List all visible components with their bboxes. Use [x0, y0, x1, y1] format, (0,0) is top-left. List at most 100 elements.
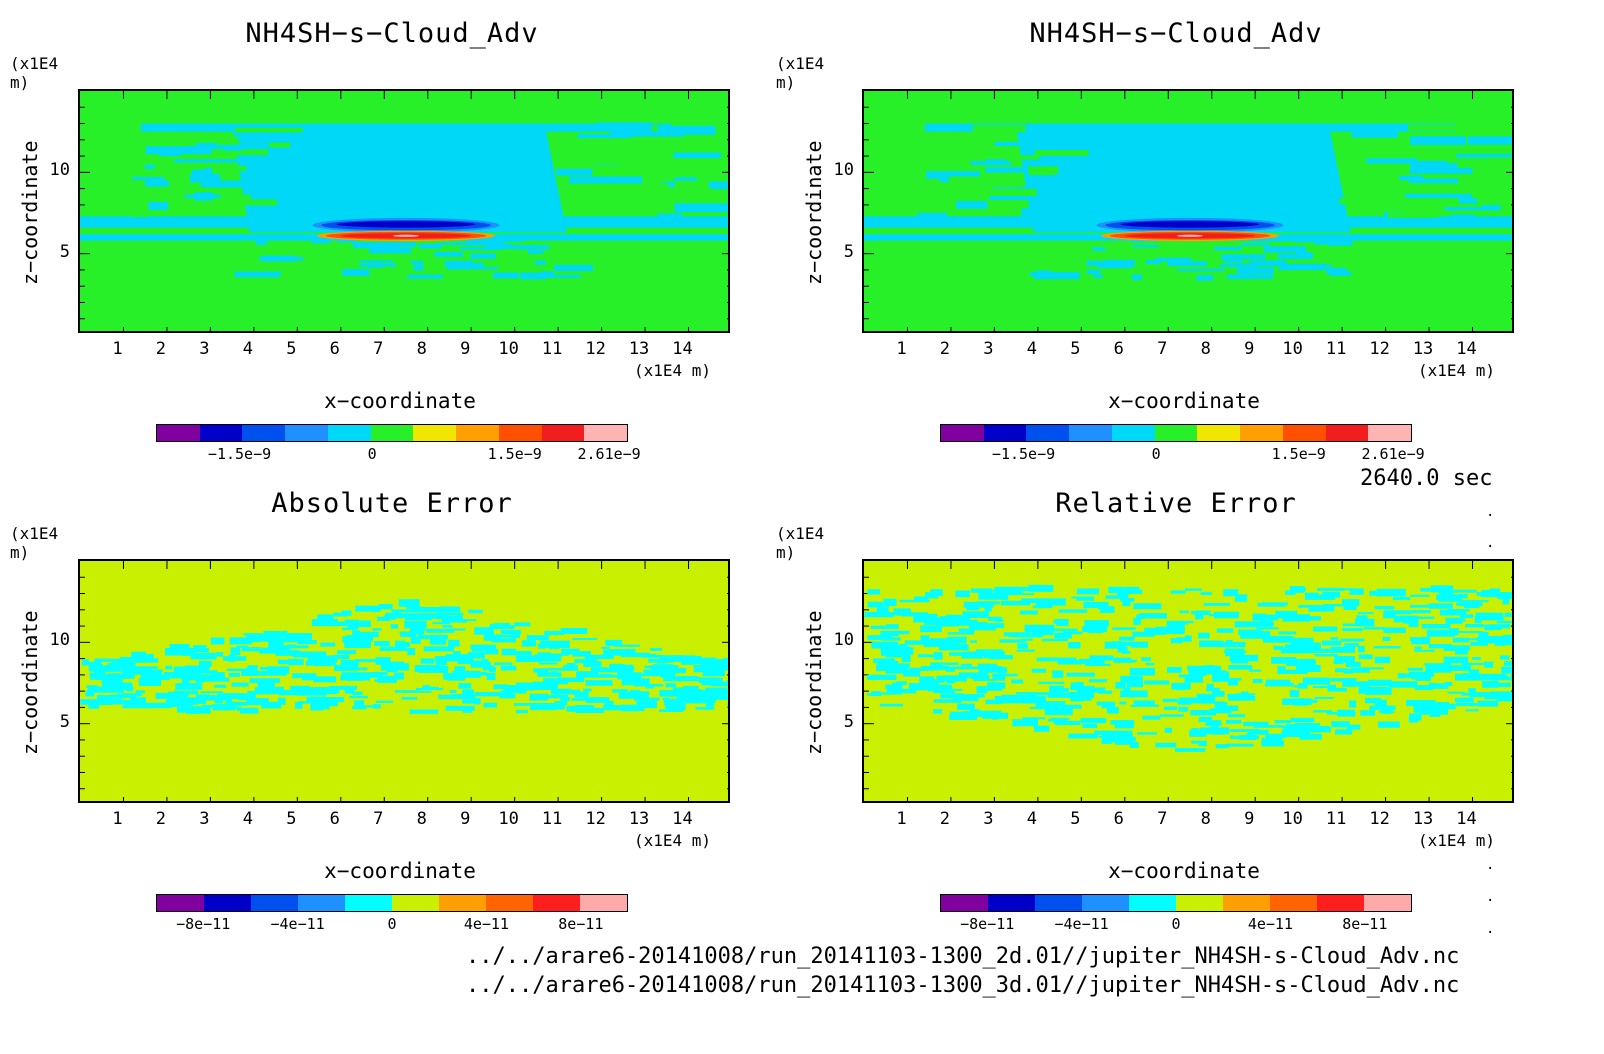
error-speckle — [1141, 657, 1151, 662]
error-speckle — [268, 641, 284, 647]
error-speckle — [1314, 654, 1338, 657]
error-speckle — [1142, 715, 1161, 720]
error-speckle — [155, 692, 172, 700]
error-speckle — [1119, 586, 1140, 593]
error-speckle — [117, 662, 125, 670]
error-speckle — [1196, 693, 1214, 700]
error-speckle — [976, 686, 988, 694]
cloud-speckle — [534, 260, 547, 265]
y-unit-label: (x1E4 m) — [10, 54, 59, 92]
cloud-streak — [673, 152, 721, 159]
error-speckle — [1108, 586, 1123, 593]
cloud-streak — [1410, 160, 1458, 170]
x-tick-label: 12 — [1369, 809, 1390, 829]
error-speckle — [939, 616, 970, 620]
error-speckle — [602, 705, 621, 711]
error-speckle — [1454, 697, 1463, 703]
error-speckle — [1223, 650, 1247, 653]
error-speckle — [1501, 666, 1512, 674]
x-tick-label: 14 — [1456, 339, 1477, 359]
error-speckle — [1216, 628, 1234, 633]
x-tick-label: 9 — [1244, 339, 1255, 359]
error-speckle — [989, 654, 1013, 660]
error-speckle — [391, 609, 419, 613]
error-speckle — [1062, 657, 1077, 662]
error-speckle — [1490, 691, 1512, 697]
error-speckle — [953, 619, 978, 623]
cloud-speckle — [1086, 260, 1107, 266]
error-speckle — [864, 611, 894, 618]
error-speckle — [579, 707, 603, 711]
error-speckle — [1198, 716, 1213, 723]
error-speckle — [1245, 733, 1253, 740]
error-speckle — [942, 675, 967, 682]
x-tick-label: 4 — [242, 809, 253, 829]
error-speckle — [521, 640, 536, 647]
error-speckle — [355, 605, 381, 612]
error-speckle — [432, 622, 450, 625]
error-speckle — [1178, 706, 1189, 712]
error-speckle — [1408, 619, 1419, 628]
error-speckle — [899, 599, 930, 603]
error-speckle — [509, 688, 526, 694]
error-speckle — [88, 663, 104, 672]
cloud-streak — [1450, 214, 1476, 221]
error-speckle — [920, 666, 941, 671]
error-speckle — [1345, 661, 1361, 667]
error-speckle — [544, 630, 565, 636]
error-speckle — [1059, 688, 1069, 692]
error-speckle — [1184, 588, 1202, 591]
error-speckle — [984, 604, 992, 612]
error-speckle — [257, 672, 287, 676]
error-speckle — [1101, 739, 1112, 744]
error-speckle — [551, 671, 559, 676]
error-speckle — [510, 631, 520, 638]
error-speckle — [188, 670, 218, 674]
error-speckle — [698, 690, 724, 695]
error-speckle — [999, 639, 1027, 643]
error-speckle — [80, 699, 107, 705]
y-axis-label: z−coordinate — [18, 140, 42, 286]
colorbar-swatch — [1317, 895, 1364, 911]
error-speckle — [1032, 605, 1053, 609]
error-speckle — [546, 667, 566, 671]
error-speckle — [1425, 663, 1448, 668]
error-speckle — [1476, 592, 1484, 597]
x-tick-label: 11 — [1325, 339, 1347, 359]
error-speckle — [1289, 586, 1305, 593]
error-speckle — [1178, 697, 1208, 704]
error-speckle — [560, 627, 588, 634]
error-speckle — [1358, 654, 1373, 660]
cloud-streak — [674, 180, 709, 190]
error-speckle — [229, 637, 252, 645]
cloud-speckle — [1131, 274, 1142, 280]
error-speckle — [1000, 600, 1030, 606]
colorbar-swatch — [1154, 425, 1198, 441]
cloud-streak — [1020, 208, 1046, 217]
cloud-streak — [1034, 150, 1089, 156]
error-speckle — [1113, 659, 1134, 663]
error-speckle — [1511, 671, 1512, 678]
heatmap-field-svg — [80, 91, 728, 331]
error-speckle — [885, 684, 895, 689]
error-speckle — [533, 668, 549, 673]
error-speckle — [896, 681, 907, 686]
error-speckle — [317, 614, 334, 620]
error-speckle — [706, 700, 714, 707]
error-speckle — [247, 665, 258, 670]
error-speckle — [499, 694, 507, 699]
error-speckle — [945, 667, 955, 672]
cloud-streak — [588, 143, 622, 153]
colorbar-swatch — [345, 895, 392, 911]
x-tick-label: 3 — [983, 339, 994, 359]
x-unit-label: (x1E4 m) — [634, 361, 712, 380]
error-speckle — [1303, 648, 1333, 653]
cloud-streak — [1339, 197, 1363, 204]
error-speckle — [1133, 603, 1162, 610]
error-speckle — [1179, 610, 1189, 614]
error-speckle — [101, 678, 123, 685]
cloud-speckle — [1086, 269, 1100, 275]
heatmap-plot — [78, 89, 730, 333]
colorbar-label: 4e−11 — [1247, 915, 1293, 933]
error-speckle — [1066, 672, 1095, 677]
